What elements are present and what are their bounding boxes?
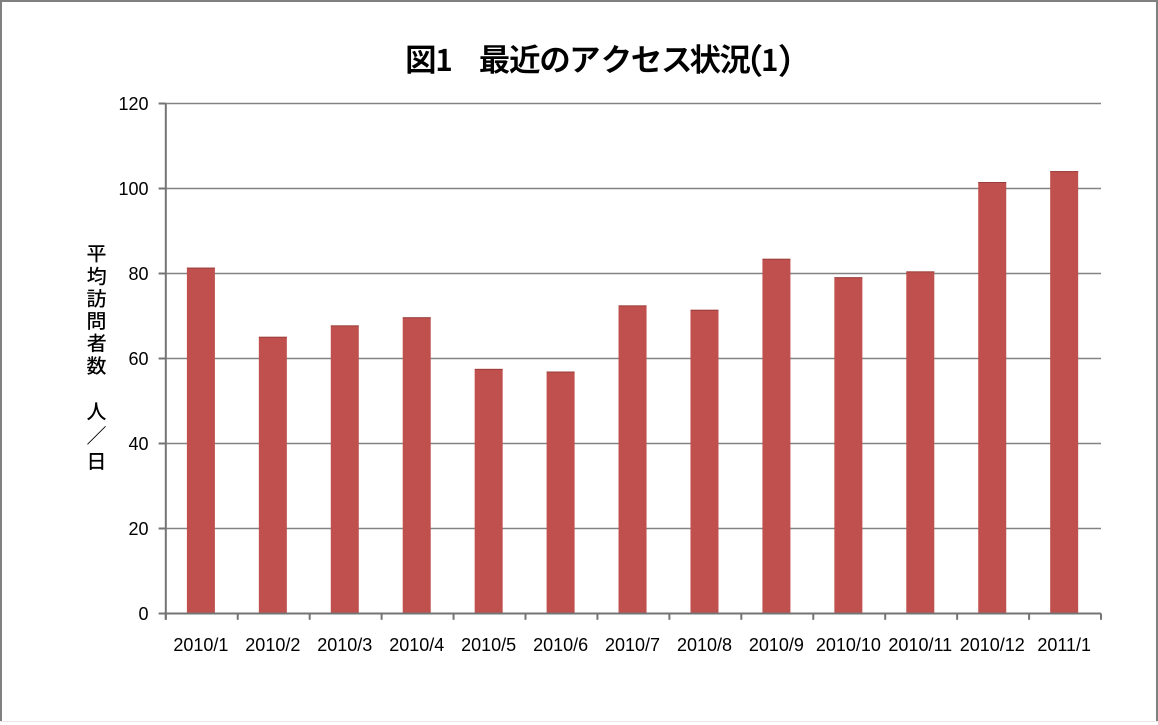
svg-text:2010/12: 2010/12	[960, 635, 1025, 655]
svg-text:80: 80	[128, 264, 148, 284]
svg-text:60: 60	[128, 349, 148, 369]
svg-text:2010/9: 2010/9	[749, 635, 804, 655]
svg-text:40: 40	[128, 434, 148, 454]
svg-text:2010/2: 2010/2	[245, 635, 300, 655]
svg-text:2010/7: 2010/7	[605, 635, 660, 655]
svg-text:100: 100	[118, 179, 148, 199]
svg-text:2010/8: 2010/8	[677, 635, 732, 655]
svg-text:2010/6: 2010/6	[533, 635, 588, 655]
svg-text:2011/1: 2011/1	[1037, 635, 1091, 655]
svg-text:2010/4: 2010/4	[389, 635, 444, 655]
svg-text:2010/1: 2010/1	[173, 635, 228, 655]
svg-text:0: 0	[138, 604, 148, 624]
svg-text:2010/5: 2010/5	[461, 635, 516, 655]
svg-text:20: 20	[128, 519, 148, 539]
svg-text:120: 120	[118, 94, 148, 114]
svg-text:2010/3: 2010/3	[317, 635, 372, 655]
svg-text:2010/11: 2010/11	[888, 635, 952, 655]
svg-text:2010/10: 2010/10	[816, 635, 881, 655]
